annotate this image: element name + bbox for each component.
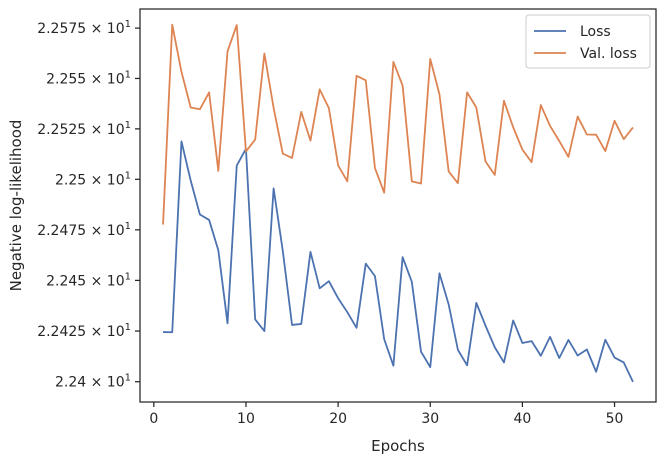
series-line-val-loss [162,23,634,225]
plot-frame [139,8,657,403]
legend: Loss Val. loss [525,14,651,69]
series-lines [162,23,634,383]
x-tick-label: 50 [606,411,624,427]
y-tick-label: 2.255 × 101 [46,69,131,87]
legend-box [525,14,651,69]
y-tick-label: 2.25 × 101 [55,170,131,188]
x-tick-label: 10 [237,411,255,427]
series-line-loss [163,140,634,383]
x-tick-label: 30 [421,411,439,427]
y-axis-label: Negative log-likelihood [7,120,25,292]
y-tick-label: 2.2425 × 101 [37,322,131,340]
x-axis-ticks: 0 10 20 30 40 50 [149,402,623,427]
y-tick-label: 2.2475 × 101 [37,221,131,239]
y-tick-label: 2.245 × 101 [46,271,131,289]
legend-label-val-loss: Val. loss [580,46,637,62]
y-tick-label: 2.2525 × 101 [37,120,131,138]
x-axis-label: Epochs [371,437,425,455]
y-tick-label: 2.2575 × 101 [37,19,131,37]
x-tick-label: 20 [329,411,347,427]
y-axis-ticks: 2.24 × 101 2.2425 × 101 2.245 × 101 2.2475 … [37,19,140,391]
y-tick-label: 2.24 × 101 [55,373,131,391]
x-tick-label: 40 [513,411,531,427]
legend-label-loss: Loss [580,24,611,40]
x-tick-label: 0 [149,411,158,427]
